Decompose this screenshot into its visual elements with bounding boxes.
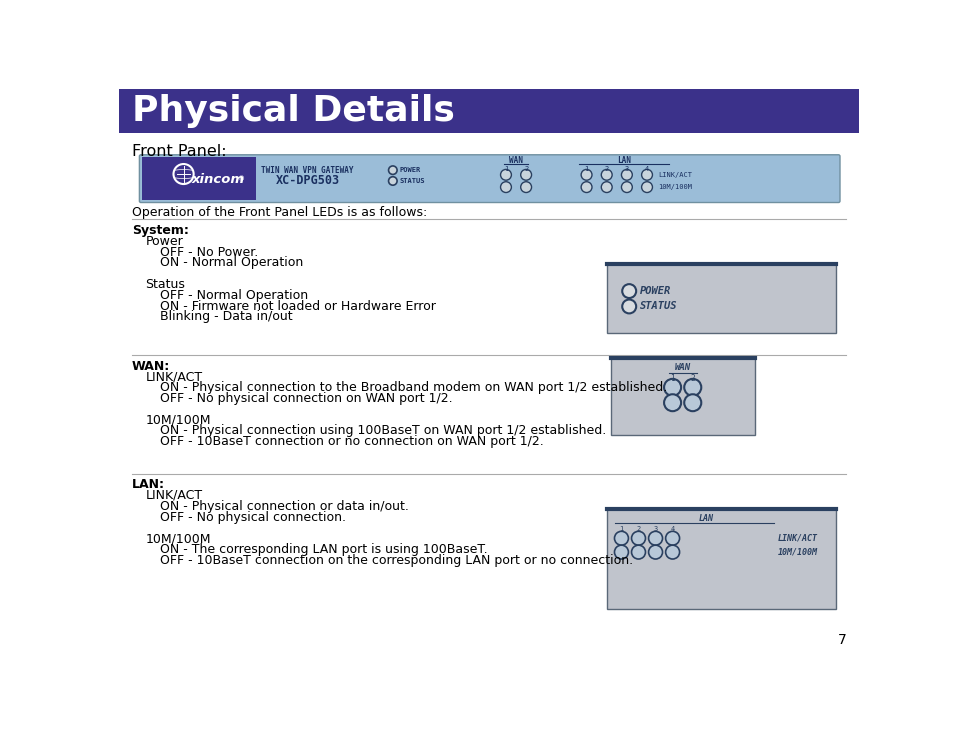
- Circle shape: [648, 545, 661, 559]
- Text: 3: 3: [653, 526, 657, 532]
- Circle shape: [663, 394, 680, 411]
- Text: WAN:: WAN:: [132, 359, 170, 373]
- Text: ®: ®: [237, 176, 245, 182]
- Text: XC-DPG503: XC-DPG503: [275, 174, 339, 187]
- Circle shape: [600, 182, 612, 193]
- Text: POWER: POWER: [639, 286, 671, 296]
- Circle shape: [388, 166, 396, 174]
- Circle shape: [621, 284, 636, 298]
- Text: LINK/ACT: LINK/ACT: [146, 370, 202, 383]
- Text: 1: 1: [503, 165, 508, 172]
- Text: WAN: WAN: [509, 156, 522, 165]
- Text: OFF - No Power.: OFF - No Power.: [159, 246, 257, 258]
- Text: LAN:: LAN:: [132, 478, 165, 492]
- Text: ON - Physical connection to the Broadband modem on WAN port 1/2 established.: ON - Physical connection to the Broadban…: [159, 381, 666, 394]
- Circle shape: [620, 170, 632, 180]
- Text: 1: 1: [584, 165, 588, 172]
- Circle shape: [665, 545, 679, 559]
- Text: 4: 4: [670, 526, 674, 532]
- Circle shape: [641, 182, 652, 193]
- Circle shape: [631, 531, 645, 545]
- Text: LAN: LAN: [617, 156, 630, 165]
- Circle shape: [648, 531, 661, 545]
- Text: 7: 7: [837, 633, 845, 647]
- Text: System:: System:: [132, 224, 189, 237]
- Circle shape: [614, 545, 628, 559]
- Text: OFF - 10BaseT connection on the corresponding LAN port or no connection.: OFF - 10BaseT connection on the correspo…: [159, 554, 632, 567]
- Text: 2: 2: [690, 373, 695, 382]
- FancyBboxPatch shape: [139, 155, 840, 202]
- Circle shape: [580, 170, 592, 180]
- Circle shape: [663, 379, 680, 396]
- Text: 2: 2: [636, 526, 640, 532]
- Circle shape: [683, 379, 700, 396]
- Text: xincom: xincom: [192, 173, 245, 186]
- Text: LINK/ACT: LINK/ACT: [146, 489, 202, 502]
- Text: 2: 2: [523, 165, 528, 172]
- Circle shape: [683, 394, 700, 411]
- Text: OFF - Normal Operation: OFF - Normal Operation: [159, 289, 308, 302]
- Bar: [119, 89, 858, 134]
- Circle shape: [631, 545, 645, 559]
- Text: 10M/100M: 10M/100M: [778, 548, 817, 556]
- Text: LAN: LAN: [698, 514, 713, 523]
- Text: LINK/ACT: LINK/ACT: [778, 534, 817, 542]
- Text: 1: 1: [670, 373, 674, 382]
- Bar: [611, 358, 754, 435]
- Circle shape: [614, 531, 628, 545]
- Circle shape: [665, 531, 679, 545]
- Text: 4: 4: [644, 165, 648, 172]
- Text: Blinking - Data in/out: Blinking - Data in/out: [159, 310, 292, 323]
- Circle shape: [520, 182, 531, 193]
- Circle shape: [580, 182, 592, 193]
- Text: 2: 2: [604, 165, 608, 172]
- Text: 10M/100M: 10M/100M: [146, 532, 211, 545]
- Text: OFF - No physical connection on WAN port 1/2.: OFF - No physical connection on WAN port…: [159, 392, 452, 405]
- Bar: [607, 509, 835, 609]
- Text: TWIN WAN VPN GATEWAY: TWIN WAN VPN GATEWAY: [261, 165, 354, 175]
- Bar: [607, 264, 835, 334]
- Circle shape: [520, 170, 531, 180]
- Text: WAN: WAN: [674, 363, 690, 372]
- Text: STATUS: STATUS: [639, 301, 677, 311]
- Circle shape: [388, 176, 396, 185]
- Text: ON - Normal Operation: ON - Normal Operation: [159, 256, 302, 269]
- Text: POWER: POWER: [399, 168, 420, 173]
- Circle shape: [641, 170, 652, 180]
- Circle shape: [621, 300, 636, 314]
- Text: Physical Details: Physical Details: [132, 94, 454, 128]
- Text: 10M/100M: 10M/100M: [146, 413, 211, 427]
- Text: Operation of the Front Panel LEDs is as follows:: Operation of the Front Panel LEDs is as …: [132, 206, 426, 219]
- Circle shape: [620, 182, 632, 193]
- Text: OFF - 10BaseT connection or no connection on WAN port 1/2.: OFF - 10BaseT connection or no connectio…: [159, 435, 542, 448]
- Text: Status: Status: [146, 278, 185, 291]
- Text: OFF - No physical connection.: OFF - No physical connection.: [159, 511, 345, 523]
- Text: 1: 1: [618, 526, 623, 532]
- Text: Power: Power: [146, 235, 183, 248]
- Text: LINK/ACT: LINK/ACT: [658, 172, 691, 178]
- Text: ON - Physical connection using 100BaseT on WAN port 1/2 established.: ON - Physical connection using 100BaseT …: [159, 424, 605, 438]
- Circle shape: [600, 170, 612, 180]
- Circle shape: [500, 182, 511, 193]
- Text: ON - Firmware not loaded or Hardware Error: ON - Firmware not loaded or Hardware Err…: [159, 300, 435, 312]
- Text: ON - Physical connection or data in/out.: ON - Physical connection or data in/out.: [159, 500, 408, 513]
- Bar: [142, 157, 256, 200]
- Text: 10M/100M: 10M/100M: [658, 184, 691, 190]
- Text: ON - The corresponding LAN port is using 100BaseT.: ON - The corresponding LAN port is using…: [159, 543, 487, 556]
- Text: Front Panel:: Front Panel:: [132, 144, 226, 159]
- Text: 3: 3: [624, 165, 628, 172]
- Text: STATUS: STATUS: [399, 178, 425, 184]
- Circle shape: [500, 170, 511, 180]
